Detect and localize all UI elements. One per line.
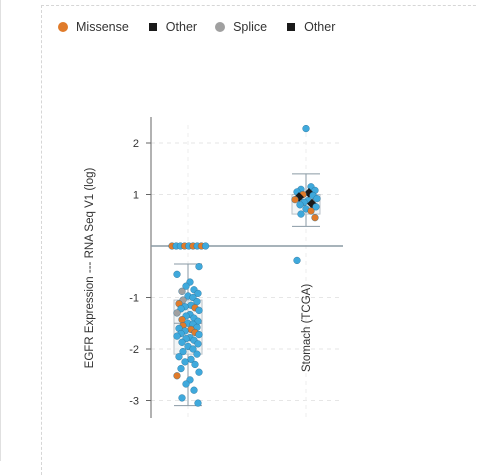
data-point bbox=[296, 201, 304, 209]
data-point bbox=[297, 210, 305, 218]
x-category-label: Stomach (TCGA) bbox=[301, 284, 313, 372]
scatter-plot: -3 -2 -1 1 2 EGFR Expression --- RNA Seq V1 (… bbox=[84, 117, 343, 418]
data-point bbox=[195, 330, 203, 339]
legend-item[interactable]: Splice bbox=[215, 20, 267, 34]
data-point bbox=[178, 394, 186, 402]
data-point bbox=[190, 386, 198, 394]
data-point bbox=[195, 263, 203, 271]
data-point bbox=[311, 214, 319, 222]
data-point bbox=[177, 364, 185, 373]
data-point bbox=[194, 340, 202, 348]
chart-legend: Missense Other Splice Other bbox=[58, 20, 353, 34]
data-point bbox=[173, 372, 181, 380]
data-point bbox=[191, 360, 199, 369]
y-tick-label: 2 bbox=[133, 138, 139, 150]
data-point bbox=[187, 355, 195, 363]
legend-item[interactable]: Other bbox=[285, 20, 335, 34]
data-point bbox=[173, 332, 181, 340]
legend-item[interactable]: Other bbox=[147, 20, 197, 34]
data-point bbox=[293, 256, 301, 265]
data-point bbox=[291, 196, 299, 204]
legend-circle-icon bbox=[58, 22, 68, 32]
y-tick-label: -3 bbox=[129, 396, 139, 408]
legend-square-icon bbox=[287, 23, 296, 31]
y-tick-label: -2 bbox=[129, 344, 139, 356]
data-point bbox=[173, 309, 181, 317]
data-point bbox=[178, 338, 186, 346]
y-axis-title: EGFR Expression --- RNA Seq V1 (log) bbox=[84, 167, 96, 368]
data-point bbox=[307, 207, 315, 215]
data-point bbox=[182, 282, 190, 290]
data-point bbox=[202, 242, 210, 250]
data-point bbox=[195, 306, 203, 314]
data-point bbox=[194, 399, 202, 407]
legend-item[interactable]: Missense bbox=[58, 20, 129, 34]
page-border-left bbox=[0, 0, 1, 461]
data-point bbox=[193, 350, 201, 358]
legend-circle-icon bbox=[215, 22, 226, 32]
data-point bbox=[178, 316, 186, 324]
data-point bbox=[302, 124, 310, 133]
data-point bbox=[178, 287, 186, 295]
data-point bbox=[193, 298, 201, 306]
data-point bbox=[182, 380, 190, 388]
legend-label: Missense bbox=[76, 20, 129, 34]
data-point bbox=[181, 358, 189, 366]
y-tick-label: -1 bbox=[129, 293, 139, 305]
legend-label: Other bbox=[165, 20, 198, 34]
legend-label: Splice bbox=[233, 20, 268, 34]
data-point bbox=[312, 203, 320, 211]
data-point bbox=[189, 345, 197, 353]
chart-panel bbox=[41, 5, 477, 475]
y-tick-label: 1 bbox=[133, 190, 139, 202]
data-point bbox=[313, 195, 321, 203]
data-point bbox=[175, 353, 183, 361]
data-point bbox=[173, 270, 181, 278]
data-point bbox=[194, 289, 202, 297]
legend-square-icon bbox=[148, 23, 157, 31]
legend-label: Other bbox=[304, 20, 336, 34]
data-point bbox=[195, 368, 203, 376]
data-point bbox=[179, 347, 187, 356]
